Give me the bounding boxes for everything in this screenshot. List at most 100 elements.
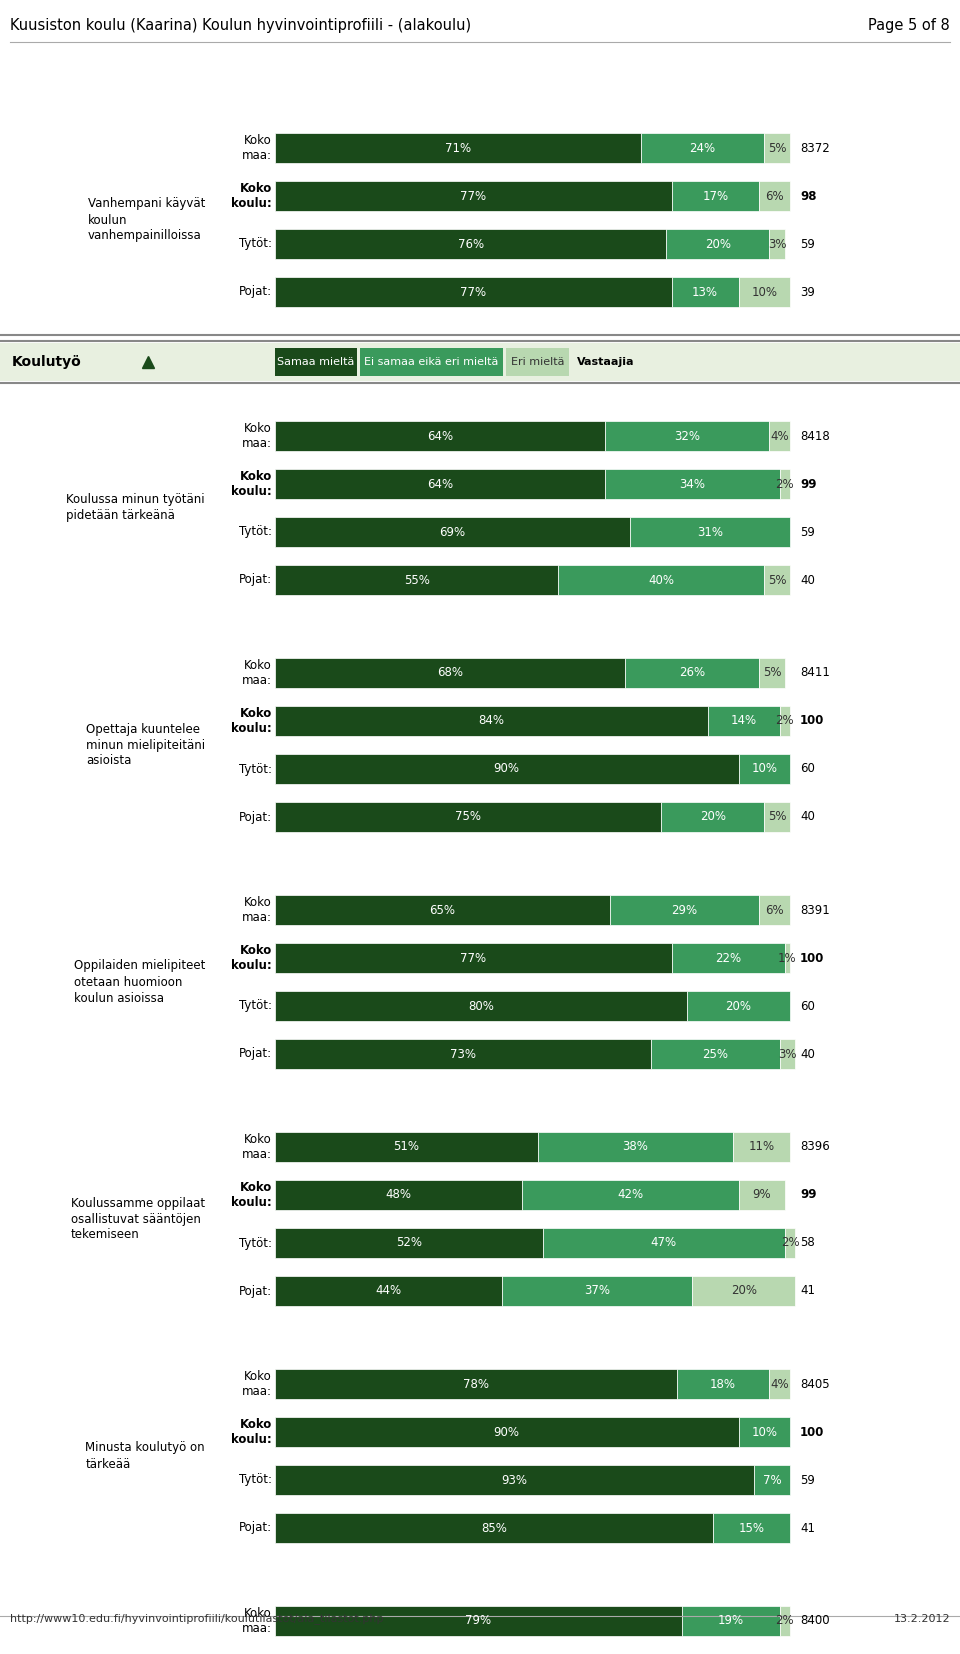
Text: Koko
maa:: Koko maa: [242, 658, 272, 686]
Text: Koulussa minun työtäni
pidetään tärkeänä: Koulussa minun työtäni pidetään tärkeänä [66, 493, 205, 523]
Bar [275, 422, 605, 452]
Text: Koko
koulu:: Koko koulu: [231, 182, 272, 210]
Bar [275, 658, 625, 688]
Text: 64%: 64% [427, 430, 453, 443]
Text: Koulutyö: Koulutyö [12, 356, 82, 369]
Text: 60: 60 [800, 762, 815, 776]
Bar [538, 1131, 733, 1163]
Text: 8418: 8418 [800, 430, 829, 443]
Text: Pojat:: Pojat: [239, 1522, 272, 1535]
Bar [759, 658, 785, 688]
Text: Koko
koulu:: Koko koulu: [231, 706, 272, 734]
Text: 48%: 48% [386, 1189, 412, 1201]
Bar [780, 1039, 795, 1068]
Bar [275, 1275, 501, 1307]
Text: 24%: 24% [689, 142, 715, 154]
Bar [754, 1465, 790, 1495]
Text: 3%: 3% [768, 238, 786, 250]
Text: 22%: 22% [715, 951, 741, 964]
Text: 3%: 3% [779, 1047, 797, 1060]
Bar [785, 1227, 795, 1259]
Text: 100: 100 [800, 951, 825, 964]
Bar [785, 943, 790, 973]
Text: Eri mieltä: Eri mieltä [511, 357, 564, 367]
Text: 4%: 4% [770, 1378, 789, 1391]
Bar [275, 1039, 651, 1068]
Text: 100: 100 [800, 715, 825, 728]
Text: 47%: 47% [651, 1237, 677, 1249]
Text: 77%: 77% [460, 951, 487, 964]
Text: 37%: 37% [584, 1285, 610, 1297]
Text: 2%: 2% [776, 1614, 794, 1628]
Bar [275, 1606, 682, 1636]
Text: 65%: 65% [429, 903, 455, 916]
Text: 5%: 5% [768, 574, 786, 587]
Text: 10%: 10% [752, 762, 778, 776]
Bar [275, 991, 687, 1021]
Bar [672, 180, 759, 212]
Bar [682, 1606, 780, 1636]
Text: 31%: 31% [697, 526, 723, 539]
Text: 100: 100 [800, 1426, 825, 1439]
Bar [275, 1131, 538, 1163]
Text: Tytöt:: Tytöt: [239, 762, 272, 776]
Text: 17%: 17% [703, 190, 729, 202]
Text: Ei samaa eikä eri mieltä: Ei samaa eikä eri mieltä [364, 357, 498, 367]
Text: 90%: 90% [493, 1426, 519, 1439]
Bar [522, 1179, 738, 1211]
Bar [640, 132, 764, 164]
Text: 10%: 10% [752, 286, 778, 298]
Text: Oppilaiden mielipiteet
otetaan huomioon
koulun asioissa: Oppilaiden mielipiteet otetaan huomioon … [74, 959, 205, 1004]
Bar [275, 1417, 738, 1447]
Bar [759, 180, 790, 212]
Text: 2%: 2% [780, 1237, 800, 1249]
Text: 4%: 4% [770, 430, 789, 443]
Bar [275, 470, 605, 500]
Text: Tytöt:: Tytöt: [239, 526, 272, 539]
Bar [666, 228, 769, 260]
Bar [605, 470, 780, 500]
Bar [738, 754, 790, 784]
Text: Pojat:: Pojat: [239, 1285, 272, 1297]
Text: 41: 41 [800, 1522, 815, 1535]
Text: 15%: 15% [738, 1522, 764, 1535]
Bar [738, 1179, 785, 1211]
Text: 18%: 18% [710, 1378, 736, 1391]
Bar [687, 991, 790, 1021]
Text: 26%: 26% [679, 667, 706, 680]
Text: 20%: 20% [726, 999, 752, 1012]
Bar [759, 895, 790, 925]
Bar [661, 802, 764, 832]
Bar [677, 1370, 769, 1399]
Text: 99: 99 [800, 478, 817, 491]
Text: 40: 40 [800, 1047, 815, 1060]
Text: 90%: 90% [493, 762, 519, 776]
Bar [275, 943, 672, 973]
Text: Koko
maa:: Koko maa: [242, 1133, 272, 1161]
Text: 5%: 5% [768, 810, 786, 824]
Bar [738, 276, 790, 308]
Text: 6%: 6% [765, 903, 784, 916]
Text: Koko
koulu:: Koko koulu: [231, 944, 272, 973]
Bar [733, 1131, 790, 1163]
Bar [692, 1275, 795, 1307]
Text: 8405: 8405 [800, 1378, 829, 1391]
Bar [275, 802, 661, 832]
Text: 1%: 1% [779, 951, 797, 964]
Text: Tytöt:: Tytöt: [239, 238, 272, 250]
Text: 76%: 76% [458, 238, 484, 250]
Text: Samaa mieltä: Samaa mieltä [277, 357, 354, 367]
Text: Pojat:: Pojat: [239, 810, 272, 824]
Text: 59: 59 [800, 526, 815, 539]
Text: 42%: 42% [617, 1189, 643, 1201]
Text: 58: 58 [800, 1237, 815, 1249]
Bar [738, 1417, 790, 1447]
Bar [275, 1227, 542, 1259]
Text: 55%: 55% [404, 574, 429, 587]
Text: 40%: 40% [648, 574, 674, 587]
Text: Opettaja kuuntelee
minun mielipiteitäni
asioista: Opettaja kuuntelee minun mielipiteitäni … [85, 723, 205, 767]
Bar [780, 1606, 790, 1636]
Text: Vanhempani käyvät
koulun
vanhempainilloissa: Vanhempani käyvät koulun vanhempainilloi… [87, 197, 205, 243]
Bar [708, 706, 780, 736]
Text: Koko
maa:: Koko maa: [242, 896, 272, 925]
